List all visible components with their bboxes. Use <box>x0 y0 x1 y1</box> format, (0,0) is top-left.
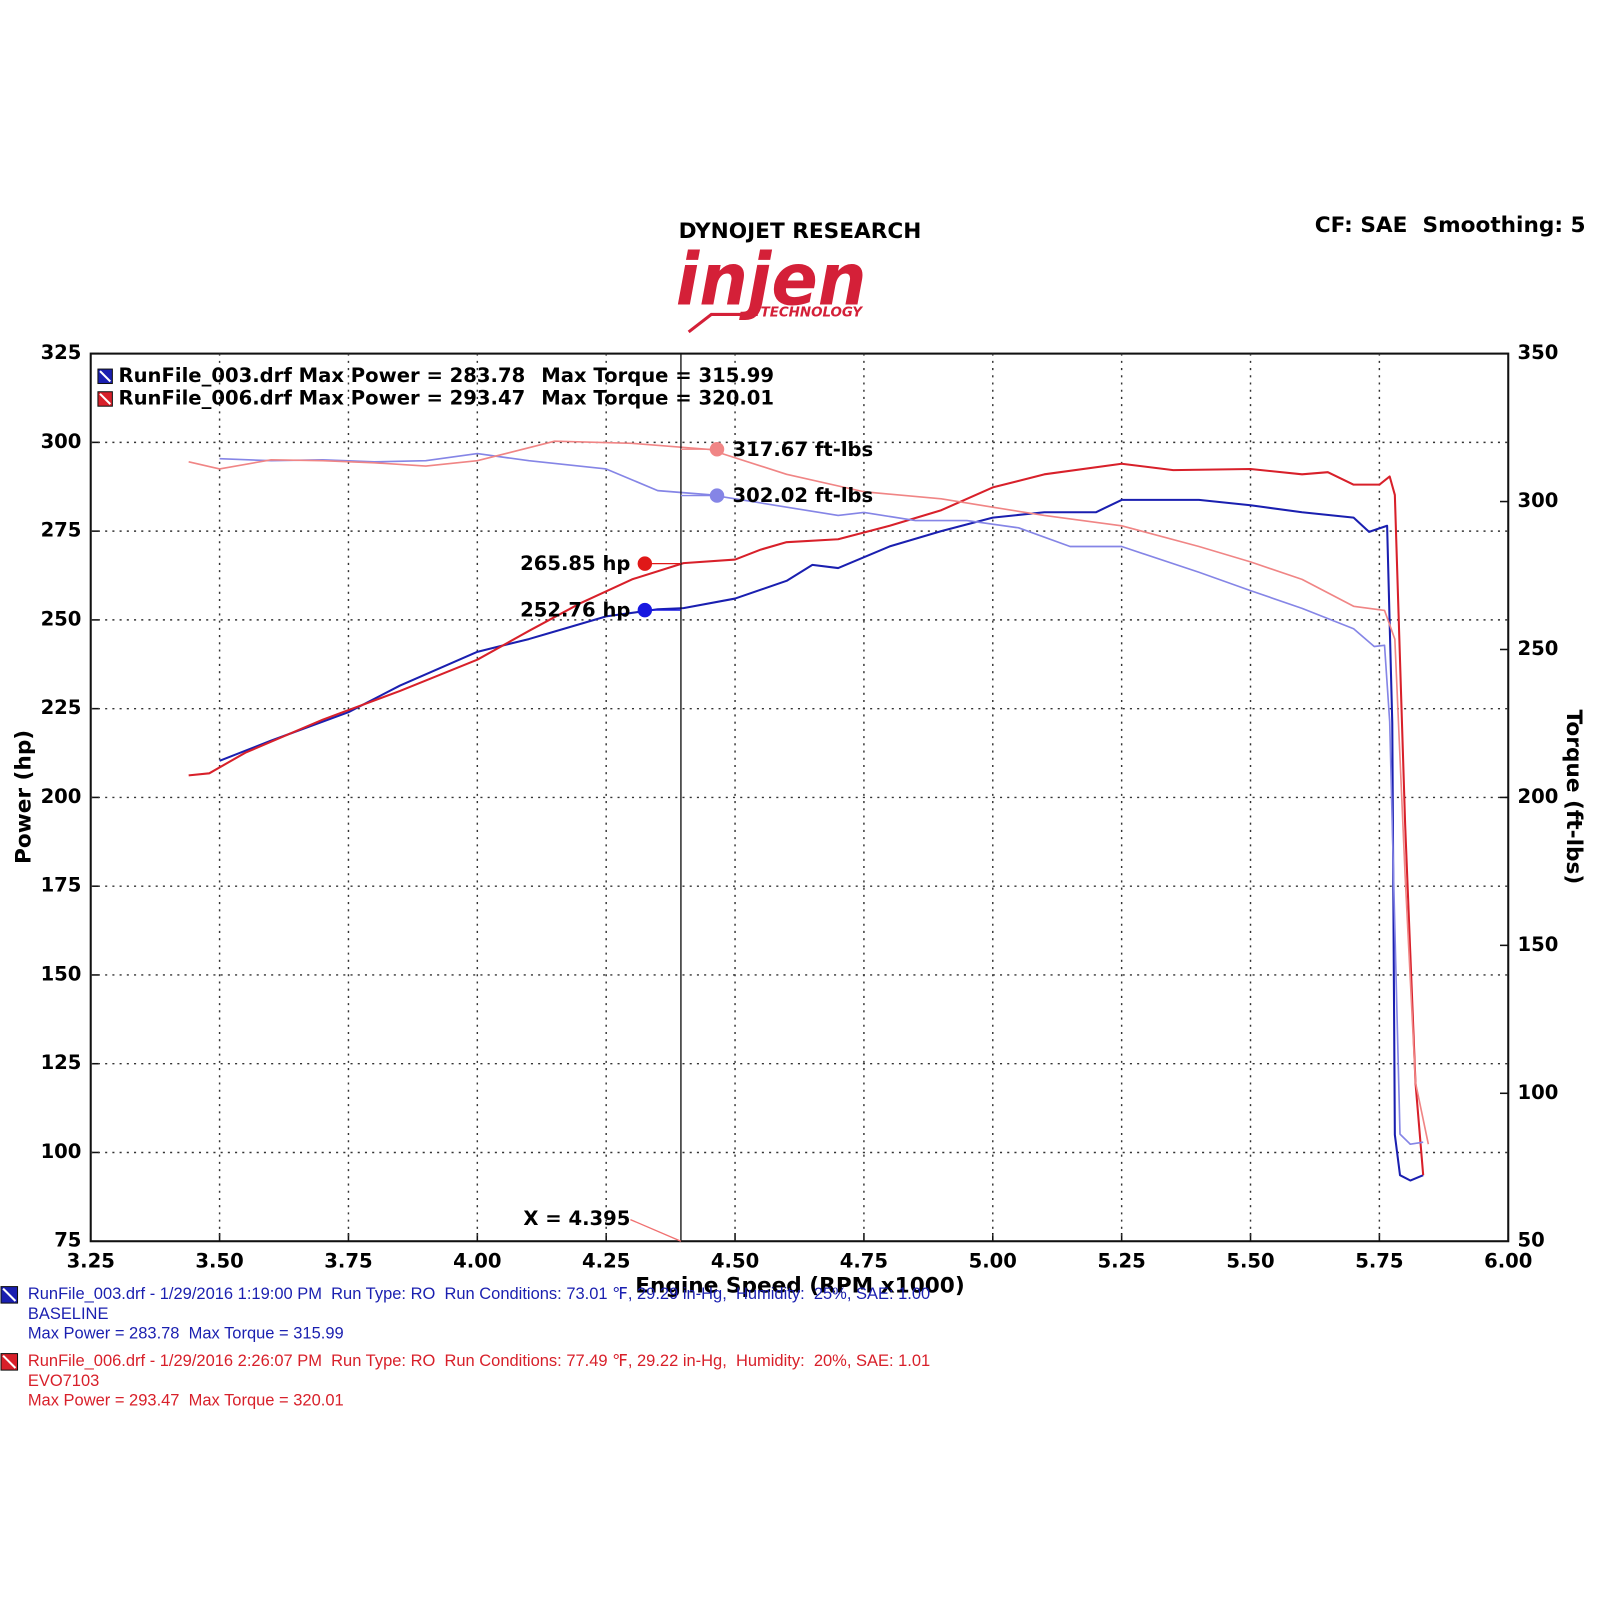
run-swatch-mark <box>2 1287 17 1302</box>
y2-tick-label: 300 <box>1518 489 1559 512</box>
annotation-dot <box>709 442 725 457</box>
x-tick-label: 4.50 <box>711 1249 759 1272</box>
x-tick-label: 4.25 <box>582 1249 630 1272</box>
annotation-dot <box>637 602 653 618</box>
y-tick-label: 250 <box>41 607 82 630</box>
legend-text: RunFile_006.drf Max Power = 293.47 <box>119 386 526 409</box>
x-tick-label: 3.50 <box>195 1249 243 1272</box>
y2-tick-label: 350 <box>1518 341 1559 364</box>
y-tick-label: 125 <box>41 1051 82 1074</box>
y-tick-label: 75 <box>54 1229 81 1252</box>
x-tick-label: 4.00 <box>453 1249 501 1272</box>
y-tick-label: 150 <box>41 962 82 985</box>
legend-torque: Max Torque = 320.01 <box>541 386 774 409</box>
x-tick-label: 3.75 <box>324 1249 372 1272</box>
y2-tick-label: 50 <box>1518 1229 1545 1252</box>
cursor-label: X = 4.395 <box>523 1207 630 1230</box>
title: DYNOJET RESEARCH <box>679 219 922 244</box>
legend-swatch-mark <box>99 393 112 405</box>
run-info-line: RunFile_006.drf - 1/29/2016 2:26:07 PM R… <box>28 1352 930 1370</box>
x-tick-label: 5.75 <box>1355 1249 1403 1272</box>
x-tick-label: 3.25 <box>67 1249 115 1272</box>
y-tick-label: 300 <box>41 430 82 453</box>
y-tick-label: 175 <box>41 874 82 897</box>
y-tick-label: 200 <box>41 785 82 808</box>
annotation-dot <box>709 488 725 503</box>
annotation-dot <box>637 556 653 571</box>
logo: injen <box>676 239 867 323</box>
run-info-line: RunFile_003.drf - 1/29/2016 1:19:00 PM R… <box>28 1285 930 1303</box>
y-axis-title: Power (hp) <box>12 730 37 864</box>
y-tick-label: 100 <box>41 1140 82 1163</box>
series-line <box>188 462 1425 1176</box>
y2-tick-label: 250 <box>1518 637 1559 660</box>
x-tick-label: 6.00 <box>1484 1249 1532 1272</box>
x-tick-label: 5.50 <box>1226 1249 1274 1272</box>
settings: CF: SAE Smoothing: 5 <box>1315 213 1586 238</box>
series-line <box>188 440 1430 1145</box>
x-tick-label: 5.00 <box>969 1249 1017 1272</box>
cursor-pointer <box>630 1218 682 1242</box>
run-swatch-mark <box>2 1354 17 1369</box>
annotation-label: 265.85 hp <box>520 552 630 575</box>
y2-tick-label: 200 <box>1518 785 1559 808</box>
annotation-label: 317.67 ft-lbs <box>732 438 873 461</box>
legend-text: RunFile_003.drf Max Power = 283.78 <box>119 364 526 387</box>
annotation-label: 252.76 hp <box>520 599 630 622</box>
legend-torque: Max Torque = 315.99 <box>541 364 774 387</box>
x-axis-title: Engine Speed (RPM x1000) <box>635 1274 965 1299</box>
y-tick-label: 225 <box>41 696 82 719</box>
run-info-line: EVO7103 <box>28 1372 99 1390</box>
y2-tick-label: 100 <box>1518 1081 1559 1104</box>
y-tick-label: 325 <box>41 341 82 364</box>
y-tick-label: 275 <box>41 519 82 542</box>
x-tick-label: 5.25 <box>1097 1249 1145 1272</box>
run-info-line: Max Power = 293.47 Max Torque = 320.01 <box>28 1391 344 1409</box>
run-info-line: BASELINE <box>28 1305 109 1323</box>
series-line <box>219 498 1424 1182</box>
x-tick-label: 4.75 <box>840 1249 888 1272</box>
series-line <box>219 452 1424 1146</box>
legend-swatch-mark <box>99 370 112 383</box>
y2-tick-label: 150 <box>1518 933 1559 956</box>
logo-sub: TECHNOLOGY <box>761 305 864 320</box>
run-info-line: Max Power = 283.78 Max Torque = 315.99 <box>28 1324 344 1342</box>
logo-swoosh <box>687 312 758 334</box>
annotation-label: 302.02 ft-lbs <box>732 484 873 507</box>
y2-axis-title: Torque (ft-lbs) <box>1561 710 1586 885</box>
